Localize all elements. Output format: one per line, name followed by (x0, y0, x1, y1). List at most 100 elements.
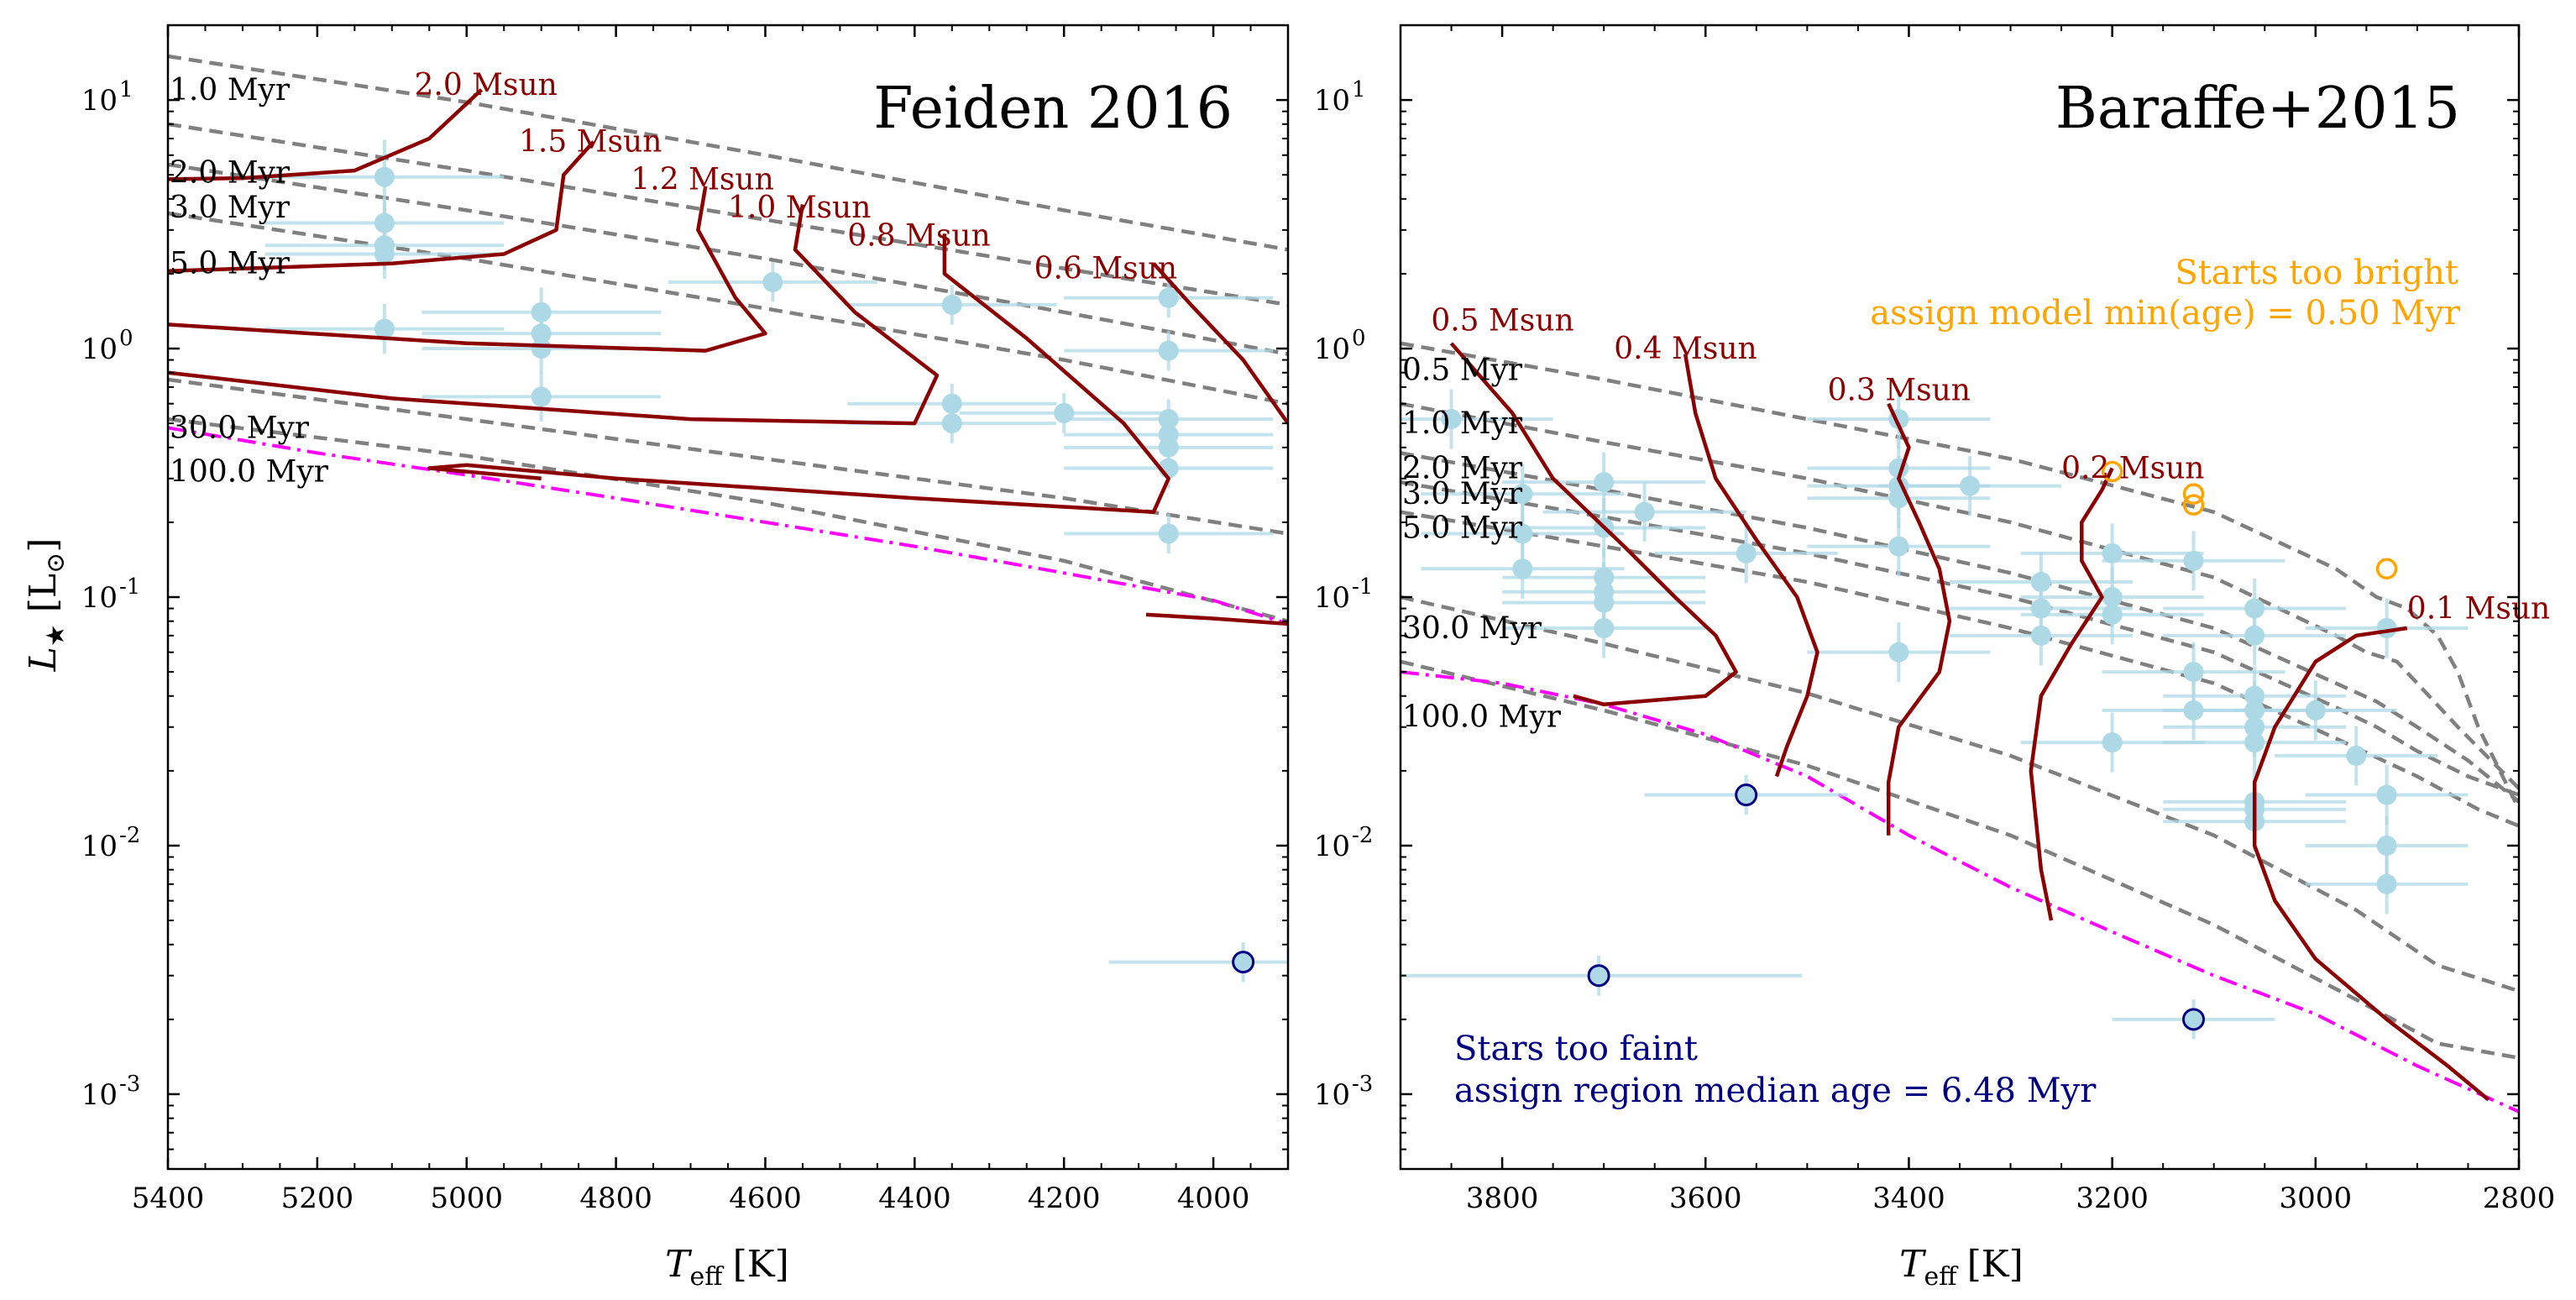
feiden-x-tick-label-2: 5000 (430, 1182, 503, 1215)
baraffe-y-tick-label-3: 10 (1314, 830, 1350, 863)
feiden-mass-label-1: 1.5 Msun (519, 125, 662, 160)
baraffe-star-26 (2102, 531, 2285, 591)
feiden-x-tick-label-6: 4200 (1028, 1182, 1101, 1215)
baraffe-mass-label-3: 0.2 Msun (2061, 452, 2204, 486)
baraffe-isochrone-4 (1401, 510, 2519, 828)
baraffe-bright-star-2 (2182, 494, 2205, 516)
baraffe-plot-area (1401, 341, 2519, 1114)
feiden-mass-track-1 (168, 140, 595, 274)
feiden-y-tick-exponent-0: 1 (119, 77, 134, 102)
feiden-y-tick-exponent-4: -3 (119, 1072, 140, 1097)
baraffe-isochrone-label-2: 2.0 Myr (1402, 452, 1523, 486)
baraffe-star-38 (2233, 680, 2397, 741)
baraffe-y-tick-label-1: 10 (1314, 333, 1350, 366)
feiden-mass-label-3: 1.0 Msun (728, 191, 871, 225)
baraffe-x-tick-label-4: 3000 (2280, 1182, 2353, 1215)
feiden-mass-track-0 (168, 88, 484, 181)
feiden-mass-label-5: 0.6 Msun (1034, 252, 1177, 286)
feiden-y-tick-label-0: 10 (81, 84, 118, 118)
baraffe-x-tick-label-2: 3400 (1872, 1182, 1945, 1215)
baraffe-mass-track-4 (2252, 626, 2490, 1102)
baraffe-isochrone-label-5: 30.0 Myr (1402, 611, 1542, 646)
feiden-star-8 (421, 371, 661, 422)
baraffe-y-tick-exponent-3: -2 (1352, 823, 1373, 848)
baraffe-mass-track-3 (2029, 467, 2114, 921)
feiden-mass-track-4 (427, 233, 1170, 514)
feiden-panel-title: Feiden 2016 (873, 76, 1233, 142)
baraffe-mass-label-0: 0.5 Msun (1431, 303, 1573, 338)
feiden-mass-label-4: 0.8 Msun (847, 218, 990, 253)
faint-note-line2: assign region median age = 6.48 Myr (1454, 1072, 2097, 1110)
baraffe-y-tick-exponent-0: 1 (1352, 77, 1366, 102)
baraffe-x-tick-label-3: 3200 (2076, 1182, 2149, 1215)
baraffe-mass-track-2 (1886, 402, 1952, 836)
baraffe-faint-star-1 (1401, 956, 1803, 996)
feiden-isochrone-label-3: 5.0 Myr (170, 247, 291, 281)
baraffe-isochrone-0 (1401, 341, 2519, 810)
baraffe-isochrone-1 (1401, 401, 2519, 790)
baraffe-mass-label-2: 0.3 Msun (1828, 374, 1971, 408)
baraffe-bright-star-3 (2375, 558, 2398, 580)
feiden-mass-label-0: 2.0 Msun (414, 68, 557, 102)
baraffe-star-11 (1654, 523, 1838, 584)
feiden-isochrone-2 (168, 162, 1288, 356)
feiden-star-9 (668, 262, 877, 302)
baraffe-isochrone-5 (1401, 595, 2519, 993)
baraffe-isochrone-label-4: 5.0 Myr (1402, 511, 1523, 546)
feiden-x-tick-label-4: 4600 (729, 1182, 802, 1215)
feiden-isochrone-label-1: 2.0 Myr (170, 156, 291, 191)
baraffe-star-24 (2020, 584, 2204, 645)
baraffe-y-tick-exponent-4: -3 (1352, 1072, 1373, 1097)
feiden-isochrone-3 (168, 211, 1288, 406)
baraffe-x-axis-label: Teff [K] (1899, 1243, 2024, 1292)
feiden-y-tick-exponent-3: -2 (119, 823, 140, 848)
baraffe-bright-star-1 (2182, 483, 2205, 505)
baraffe-mass-track-1 (1683, 354, 1819, 778)
baraffe-y-tick-label-4: 10 (1314, 1078, 1350, 1112)
baraffe-star-16 (1807, 516, 1991, 577)
feiden-y-tick-exponent-1: 0 (119, 326, 134, 351)
feiden-zams-line (168, 426, 1288, 626)
baraffe-y-tick-exponent-2: -1 (1352, 574, 1373, 600)
feiden-x-tick-label-5: 4400 (878, 1182, 951, 1215)
feiden-star-3 (264, 228, 505, 280)
baraffe-star-43 (2305, 854, 2469, 915)
baraffe-isochrone-label-3: 3.0 Myr (1402, 477, 1523, 511)
baraffe-star-18 (1878, 456, 2062, 516)
feiden-y-tick-label-4: 10 (81, 1078, 118, 1112)
feiden-y-tick-label-2: 10 (81, 581, 118, 615)
baraffe-panel-title: Baraffe+2015 (2055, 76, 2460, 142)
baraffe-y-tick-exponent-1: 0 (1352, 326, 1366, 351)
feiden-isochrone-1 (168, 122, 1288, 307)
feiden-mass-track-6 (1145, 612, 1288, 626)
baraffe-star-3 (1421, 538, 1625, 599)
feiden-mass-track-2 (168, 186, 767, 353)
feiden-x-tick-label-0: 5400 (132, 1182, 205, 1215)
feiden-plot-area (168, 54, 1288, 983)
feiden-x-tick-label-7: 4000 (1177, 1182, 1250, 1215)
baraffe-star-30 (2163, 605, 2347, 666)
baraffe-star-10 (1542, 482, 1746, 543)
feiden-y-tick-exponent-2: -1 (119, 574, 140, 600)
baraffe-bright-star-0 (2101, 460, 2123, 483)
baraffe-isochrone-label-0: 0.5 Myr (1402, 354, 1523, 388)
baraffe-star-9 (1502, 598, 1706, 658)
baraffe-star-17 (1807, 622, 1991, 683)
feiden-star-20 (1064, 513, 1274, 554)
feiden-y-tick-label-3: 10 (81, 830, 118, 863)
feiden-star-14 (1064, 277, 1274, 318)
feiden-star-18 (1064, 427, 1274, 468)
baraffe-mass-label-4: 0.1 Msun (2407, 592, 2550, 626)
feiden-isochrone-5 (168, 417, 1288, 623)
feiden-isochrone-label-5: 100.0 Myr (170, 454, 329, 489)
feiden-faint-star-0 (1108, 941, 1288, 983)
baraffe-star-41 (2305, 765, 2469, 826)
baraffe-mass-label-1: 0.4 Msun (1614, 332, 1757, 366)
feiden-mass-track-5 (1152, 262, 1288, 425)
